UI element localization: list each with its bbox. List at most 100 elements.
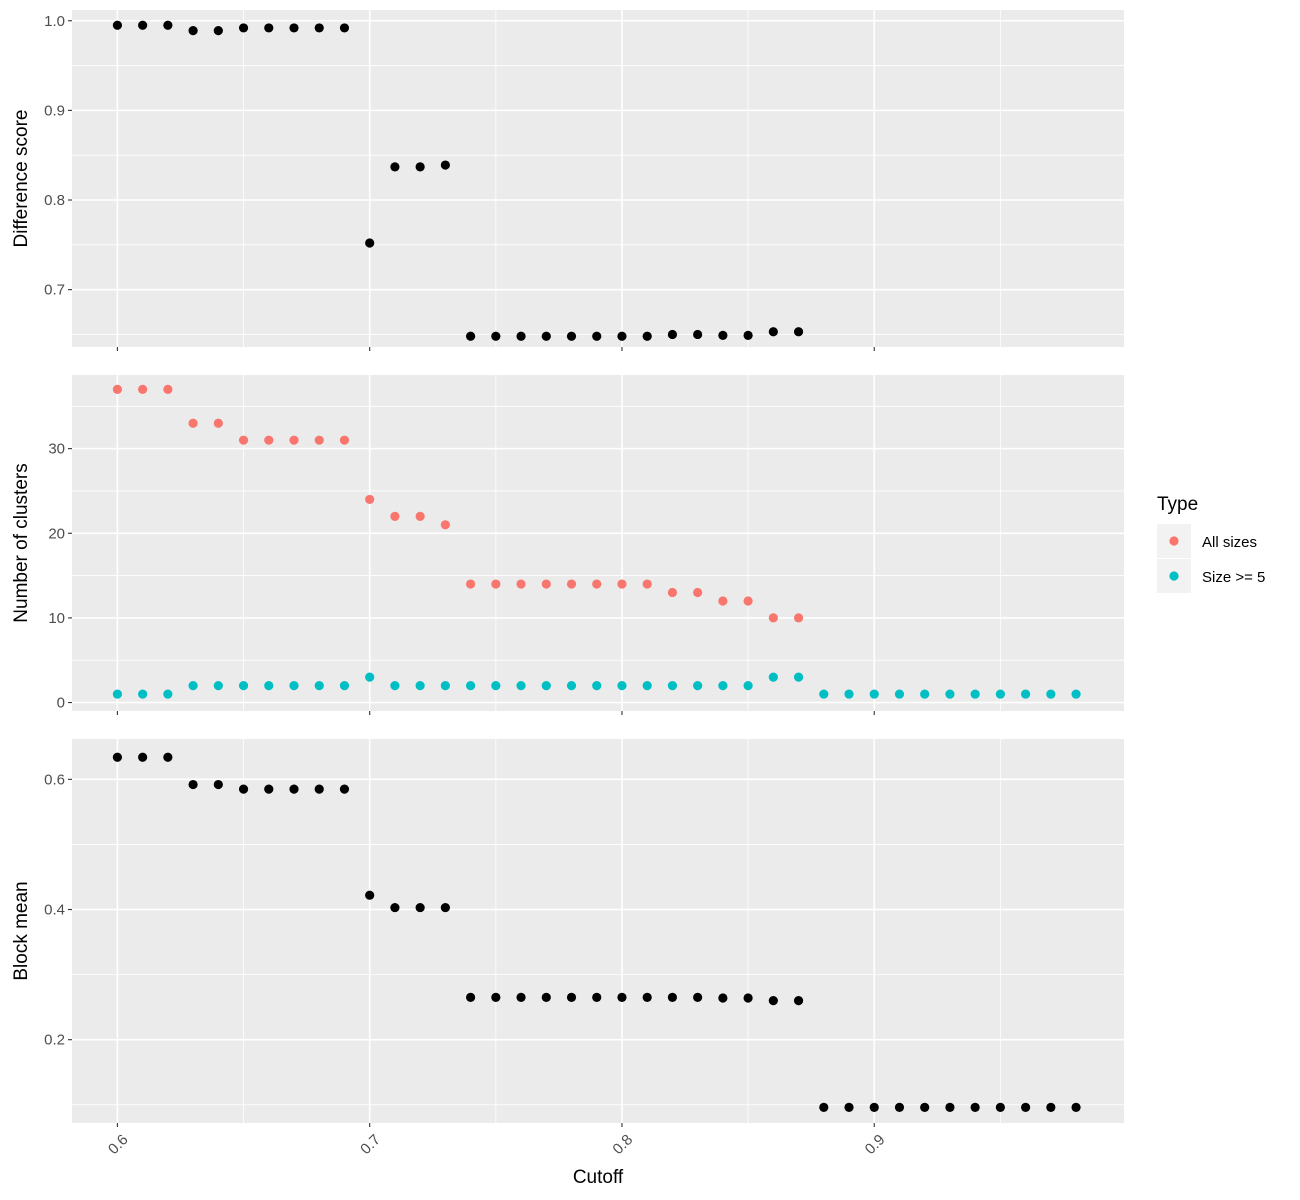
panel-1: 0.7 0.8 0.9 1.0 Difference score <box>11 10 1124 351</box>
data-point <box>112 20 123 30</box>
data-point <box>642 579 652 589</box>
data-point <box>213 26 223 36</box>
legend: Type All sizes Size >= 5 <box>1157 494 1265 593</box>
data-point <box>415 511 425 521</box>
data-point <box>693 587 703 598</box>
data-point <box>289 681 299 691</box>
data-point <box>163 689 173 699</box>
data-point <box>213 681 223 691</box>
data-point <box>188 779 198 790</box>
y-axis-title: Number of clusters <box>11 463 32 622</box>
y-tick-label: 20 <box>48 525 65 542</box>
panel-background <box>72 10 1124 347</box>
data-point <box>617 331 627 341</box>
data-point <box>314 681 324 691</box>
data-point <box>894 1102 905 1112</box>
data-point <box>415 162 425 172</box>
data-point <box>970 689 980 699</box>
x-tick-label: 0.8 <box>609 1131 636 1158</box>
data-point <box>970 1102 980 1112</box>
data-point <box>642 992 652 1002</box>
data-point <box>516 579 526 589</box>
data-point <box>1046 689 1056 699</box>
data-point <box>138 689 148 699</box>
data-point <box>365 672 375 682</box>
data-point <box>415 902 425 913</box>
data-point <box>465 992 476 1002</box>
y-tick-label: 0.9 <box>44 102 65 119</box>
data-point <box>592 681 602 691</box>
data-point <box>264 435 274 445</box>
data-point <box>440 160 450 170</box>
data-point <box>264 23 274 33</box>
data-point <box>718 993 728 1003</box>
data-point <box>945 689 955 699</box>
legend-marker <box>1169 571 1179 581</box>
series-all-sizes <box>112 384 804 623</box>
data-point <box>995 1102 1005 1112</box>
data-point <box>718 596 728 606</box>
data-point <box>138 384 148 394</box>
data-point <box>617 681 627 691</box>
legend-marker <box>1169 536 1179 546</box>
data-point <box>238 23 249 33</box>
data-point <box>844 689 854 699</box>
data-point <box>541 992 551 1002</box>
x-tick-label: 0.6 <box>105 1131 132 1158</box>
data-point <box>491 331 501 341</box>
data-point <box>516 681 526 691</box>
data-point <box>768 327 778 337</box>
y-tick-label: 30 <box>48 441 65 458</box>
data-point <box>163 20 173 30</box>
panel-2: 0 10 20 30 Number of clusters <box>11 375 1124 715</box>
data-point <box>592 579 602 589</box>
legend-entry: Size >= 5 <box>1157 559 1265 593</box>
data-point <box>667 992 678 1002</box>
data-point <box>793 327 804 337</box>
data-point <box>390 681 400 691</box>
data-point <box>743 993 753 1003</box>
data-point <box>541 579 551 589</box>
data-point <box>365 494 375 505</box>
data-point <box>592 992 602 1002</box>
data-point <box>693 992 703 1002</box>
data-point <box>667 587 678 598</box>
data-point <box>768 996 778 1006</box>
data-point <box>339 681 350 691</box>
legend-label: All sizes <box>1202 534 1257 551</box>
data-point <box>112 752 123 762</box>
x-tick-label: 0.9 <box>862 1131 889 1158</box>
data-point <box>793 996 804 1006</box>
data-point <box>112 689 123 699</box>
data-point <box>138 20 148 30</box>
data-point <box>188 26 198 36</box>
data-point <box>566 579 577 589</box>
series-points <box>112 752 1081 1112</box>
data-point <box>289 435 299 445</box>
panel-background <box>72 375 1124 711</box>
series-size-5 <box>112 672 1081 699</box>
data-point <box>718 330 728 340</box>
y-tick-label: 0.6 <box>44 771 65 788</box>
data-point <box>163 384 173 394</box>
data-point <box>440 681 450 691</box>
data-point <box>592 331 602 341</box>
data-point <box>516 331 526 341</box>
data-point <box>667 329 678 340</box>
data-point <box>138 752 148 762</box>
data-point <box>1046 1102 1056 1112</box>
data-point <box>869 1102 879 1112</box>
series-points <box>112 20 804 341</box>
data-point <box>1021 689 1031 699</box>
data-point <box>743 681 753 691</box>
y-tick-label: 0 <box>57 695 65 712</box>
data-point <box>339 435 350 445</box>
data-point <box>440 520 450 530</box>
panel-background <box>72 739 1124 1123</box>
data-point <box>112 384 123 394</box>
data-point <box>289 784 299 794</box>
data-point <box>768 672 778 682</box>
x-tick-label: 0.7 <box>357 1131 384 1158</box>
data-point <box>339 784 350 794</box>
